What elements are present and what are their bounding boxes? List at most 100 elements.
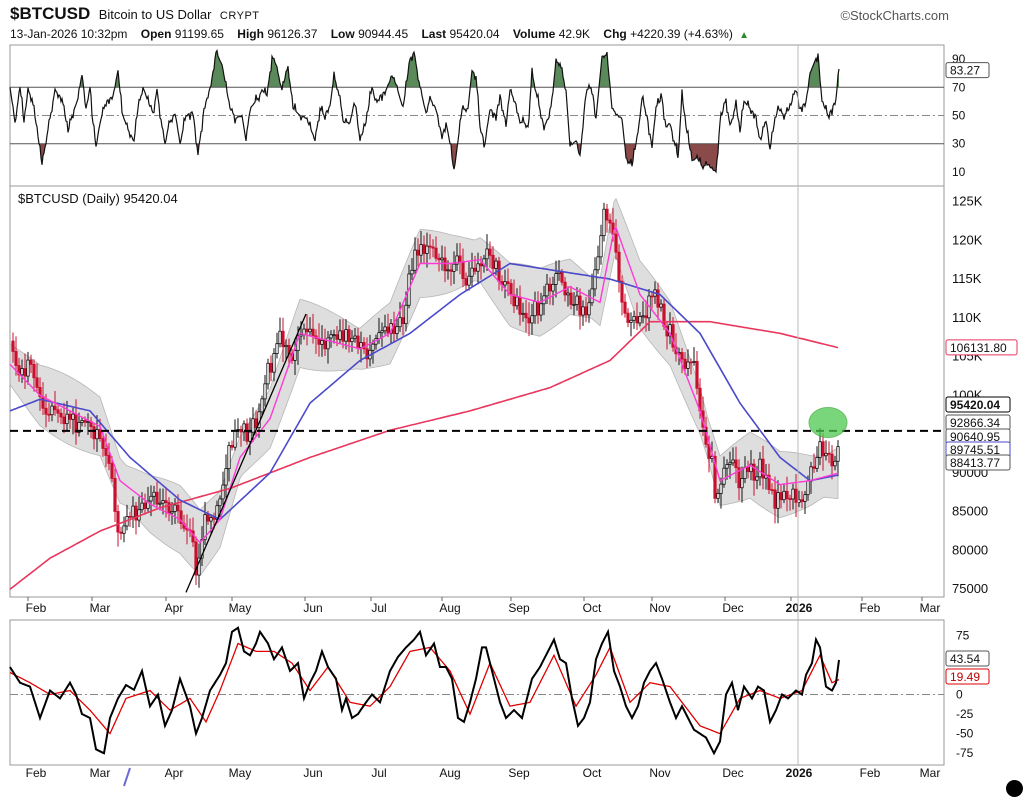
candle-body [284, 344, 288, 348]
month-label-mar-b: Mar [920, 766, 941, 780]
overbought-fill [10, 50, 839, 88]
candle-body [689, 361, 693, 364]
candle-body [506, 281, 510, 284]
volume-label: Volume [512, 27, 556, 41]
candle-body [152, 491, 156, 497]
candle-body [308, 328, 312, 333]
candle-body [662, 303, 666, 327]
candle-body [113, 478, 117, 512]
candle-body [485, 248, 489, 260]
candle-body [170, 510, 174, 514]
candle-body [620, 280, 624, 303]
candle-body [245, 423, 249, 442]
candle-body [731, 459, 735, 464]
candle-body [545, 283, 549, 297]
candle-body [14, 351, 18, 366]
candle-body [713, 455, 717, 499]
trend-line [185, 313, 307, 593]
candle-body [584, 306, 588, 316]
candle-body [344, 329, 348, 342]
candle-body [767, 474, 771, 490]
candle-body [830, 453, 834, 467]
candle-body [686, 361, 690, 369]
credit-label: ©StockCharts.com [840, 8, 949, 23]
candle-body [638, 316, 642, 324]
candle-body [155, 491, 159, 505]
candle-body [461, 261, 465, 280]
candle-body [590, 288, 594, 304]
candle-body [617, 251, 621, 282]
price-ytick-120K: 120K [952, 232, 983, 247]
osc-last-label: 43.54 [950, 652, 980, 666]
candle-body [806, 480, 810, 496]
osc-ytick--25: -25 [956, 707, 974, 721]
candle-body [494, 260, 498, 269]
candle-body [230, 445, 234, 448]
band-lower-label: 88413.77 [950, 456, 1000, 470]
candle-body [572, 304, 576, 306]
oversold-fill [10, 143, 839, 172]
price-last-label: 95420.04 [950, 398, 1000, 412]
candle-body [440, 257, 444, 261]
exchange-label: CRYPT [219, 10, 260, 22]
candle-body [671, 324, 675, 348]
candle-body [743, 466, 747, 479]
up-arrow-icon: ▲ [739, 30, 750, 41]
top-ytick-30: 30 [952, 137, 966, 151]
candle-body [791, 488, 795, 500]
band-mid-label: 90640.95 [950, 430, 1000, 444]
sma200-line [9, 320, 839, 590]
candle-body [452, 263, 456, 272]
candle-body [566, 292, 570, 296]
candle-body [527, 317, 531, 324]
candle-body [74, 413, 78, 433]
candle-body [104, 448, 108, 456]
candle-body [434, 247, 438, 259]
candle-body [833, 460, 837, 467]
band-lower-label-box [945, 454, 1011, 471]
candle-body [353, 335, 357, 339]
top-last-label: 83.27 [950, 64, 980, 78]
candle-body [815, 457, 819, 469]
candle-body [470, 267, 474, 277]
candle-body [347, 329, 351, 343]
candle-body [785, 490, 789, 500]
candle-body [467, 275, 471, 286]
candle-body [554, 273, 558, 285]
chg-label: Chg [603, 27, 627, 41]
candle-body [326, 337, 330, 350]
candle-body [722, 467, 726, 485]
month-label-feb-a: Feb [860, 601, 881, 615]
top-ytick-50: 50 [952, 109, 966, 123]
candle-body [212, 517, 216, 520]
candle-body [317, 337, 321, 345]
month-label-may-a: May [229, 601, 252, 615]
candle-body [239, 429, 243, 433]
month-label-feb-b: Feb [860, 766, 881, 780]
candle-body [47, 413, 51, 416]
candle-body [557, 271, 561, 274]
candle-body [479, 263, 483, 267]
candle-body [539, 303, 543, 316]
candle-body [437, 257, 441, 261]
candle-body [458, 255, 462, 263]
candle-body [749, 463, 753, 473]
candle-body [773, 489, 777, 509]
candles-group [11, 202, 840, 588]
candle-body [167, 502, 171, 514]
candle-body [311, 328, 315, 337]
month-label-aug-a: Aug [439, 601, 460, 615]
candle-body [29, 359, 33, 365]
osc-ytick-75: 75 [956, 629, 970, 643]
candle-body [224, 468, 228, 486]
osc-ytick-0: 0 [956, 687, 963, 701]
candle-body [80, 420, 84, 423]
candle-body [71, 413, 75, 420]
candle-body [44, 407, 48, 415]
month-label-mar-a: Mar [920, 601, 941, 615]
candle-body [293, 350, 297, 361]
month-label-dec-a: Dec [722, 601, 743, 615]
candle-body [551, 284, 555, 292]
month-label-nov-b: Nov [649, 766, 670, 780]
candle-body [11, 340, 15, 352]
